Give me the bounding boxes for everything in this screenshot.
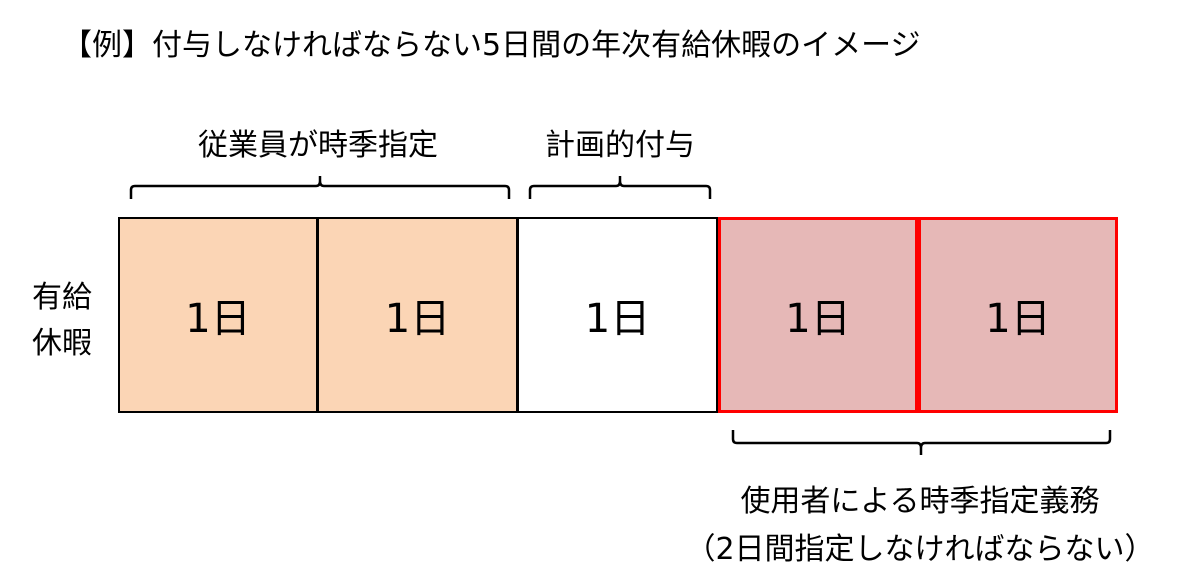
day-box-5: 1日 <box>918 217 1118 413</box>
employee-bracket <box>129 176 511 199</box>
day-label: 1日 <box>185 296 251 342</box>
employer-designation-label: 使用者による時季指定義務 （2日間指定しなければならない） <box>620 478 1199 574</box>
day-box-4: 1日 <box>718 217 918 413</box>
day-label: 1日 <box>985 296 1051 342</box>
row-label-line2: 休暇 <box>32 326 92 361</box>
employee-designation-label: 従業員が時季指定 <box>198 128 438 163</box>
planned-bracket <box>528 176 712 199</box>
day-box-1: 1日 <box>118 217 318 413</box>
row-label-line1: 有給 <box>32 280 92 315</box>
day-label: 1日 <box>384 296 451 342</box>
row-label: 有給 休暇 <box>20 275 104 367</box>
planned-grant-label: 計画的付与 <box>545 128 695 163</box>
day-box-3: 1日 <box>518 217 718 413</box>
employer-bracket <box>731 430 1112 455</box>
employer-designation-line1: 使用者による時季指定義務 <box>740 484 1100 519</box>
employer-designation-line2: （2日間指定しなければならない） <box>685 532 1155 567</box>
day-label: 1日 <box>584 296 651 342</box>
day-box-2: 1日 <box>318 217 518 413</box>
diagram-title: 【例】付与しなければならない5日間の年次有給休暇のイメージ <box>62 28 921 63</box>
day-label: 1日 <box>785 296 851 342</box>
